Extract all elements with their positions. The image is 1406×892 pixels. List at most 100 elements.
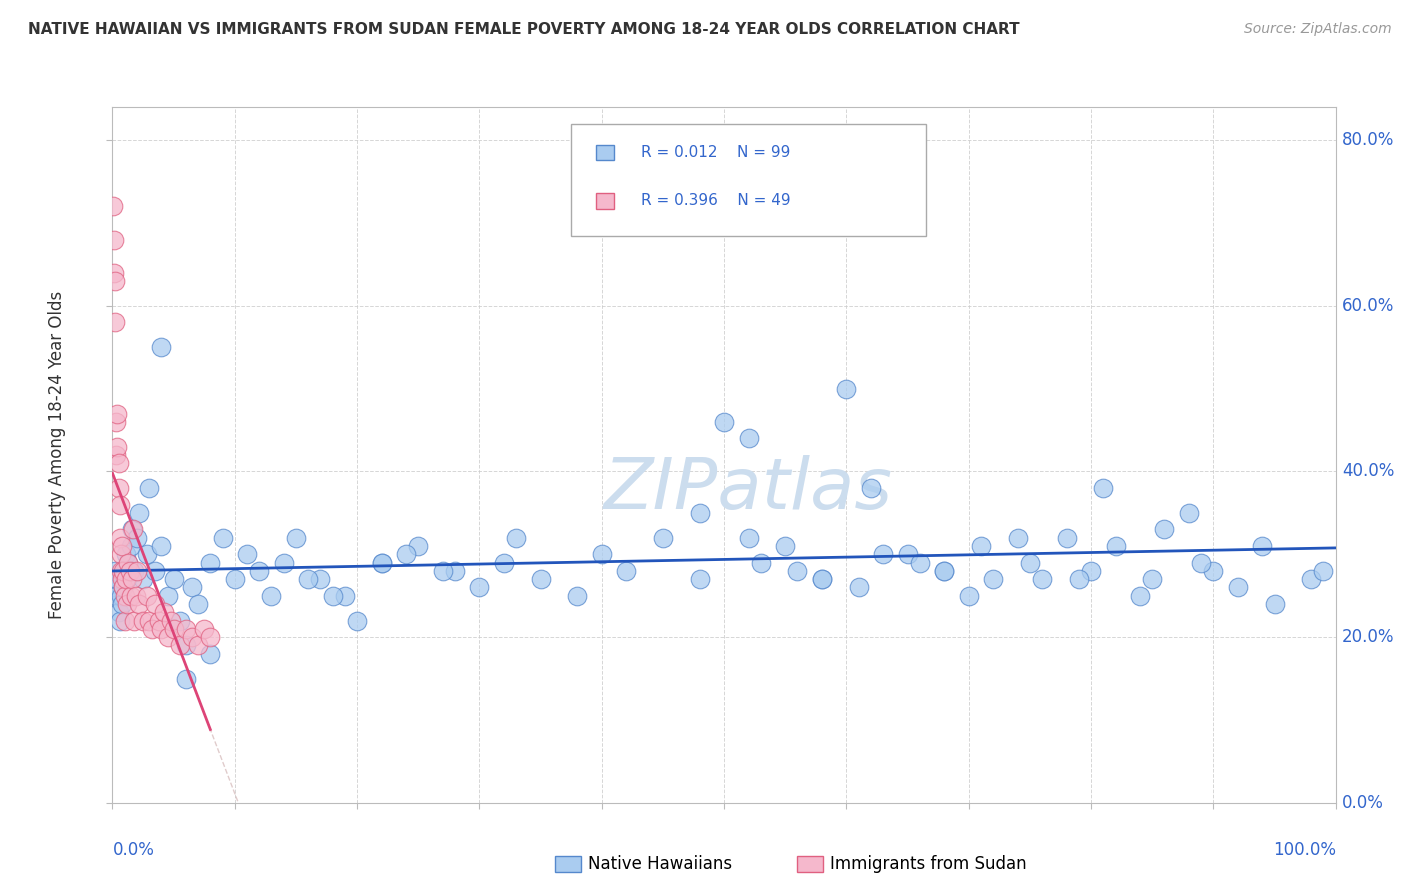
Point bbox=[835, 382, 858, 396]
Text: 60.0%: 60.0% bbox=[1341, 297, 1395, 315]
Text: Female Poverty Among 18-24 Year Olds: Female Poverty Among 18-24 Year Olds bbox=[48, 291, 66, 619]
Point bbox=[115, 572, 138, 586]
Point bbox=[125, 531, 148, 545]
Point bbox=[124, 614, 146, 628]
Point bbox=[105, 407, 128, 421]
Point bbox=[1018, 556, 1040, 570]
Point bbox=[859, 481, 882, 495]
Point bbox=[101, 199, 124, 213]
Point bbox=[181, 630, 204, 644]
Text: ZIPatlas: ZIPatlas bbox=[605, 455, 893, 524]
Text: 0.0%: 0.0% bbox=[1341, 794, 1384, 812]
Point bbox=[121, 523, 143, 537]
Point bbox=[153, 605, 176, 619]
Point bbox=[143, 564, 166, 578]
Point bbox=[1031, 572, 1053, 586]
Point bbox=[108, 498, 131, 512]
Point bbox=[737, 531, 759, 545]
Point bbox=[117, 556, 139, 570]
Point bbox=[156, 630, 179, 644]
Text: NATIVE HAWAIIAN VS IMMIGRANTS FROM SUDAN FEMALE POVERTY AMONG 18-24 YEAR OLDS CO: NATIVE HAWAIIAN VS IMMIGRANTS FROM SUDAN… bbox=[28, 22, 1019, 37]
Point bbox=[163, 622, 186, 636]
Point bbox=[108, 614, 131, 628]
Point bbox=[143, 597, 166, 611]
Point bbox=[118, 564, 141, 578]
Point bbox=[103, 266, 125, 280]
Text: Immigrants from Sudan: Immigrants from Sudan bbox=[830, 855, 1026, 873]
Point bbox=[1142, 572, 1164, 586]
Point bbox=[110, 547, 132, 561]
Point bbox=[115, 547, 138, 561]
Point bbox=[135, 589, 157, 603]
Point bbox=[111, 539, 134, 553]
FancyBboxPatch shape bbox=[596, 145, 614, 160]
Point bbox=[1104, 539, 1126, 553]
Point bbox=[105, 448, 128, 462]
Point bbox=[749, 556, 772, 570]
Point bbox=[1189, 556, 1212, 570]
Point bbox=[104, 564, 127, 578]
Point bbox=[107, 481, 129, 495]
Point bbox=[1129, 589, 1152, 603]
Point bbox=[1007, 531, 1029, 545]
Point bbox=[689, 506, 711, 520]
Point bbox=[135, 547, 157, 561]
Point bbox=[128, 597, 150, 611]
Point bbox=[614, 564, 637, 578]
Point bbox=[1301, 572, 1323, 586]
Point bbox=[169, 639, 191, 653]
Point bbox=[125, 564, 148, 578]
Point bbox=[981, 572, 1004, 586]
Point bbox=[713, 415, 735, 429]
Point bbox=[1067, 572, 1090, 586]
Point bbox=[505, 531, 527, 545]
Point bbox=[567, 589, 589, 603]
Point bbox=[105, 572, 128, 586]
Point bbox=[132, 614, 155, 628]
Point bbox=[591, 547, 613, 561]
Point bbox=[107, 456, 129, 470]
Text: 20.0%: 20.0% bbox=[1341, 628, 1395, 646]
Point bbox=[408, 539, 430, 553]
Point bbox=[200, 630, 222, 644]
Point bbox=[1153, 523, 1175, 537]
Point bbox=[150, 340, 173, 354]
Text: Source: ZipAtlas.com: Source: ZipAtlas.com bbox=[1244, 22, 1392, 37]
Point bbox=[132, 572, 155, 586]
Point bbox=[181, 581, 204, 595]
Point bbox=[122, 523, 145, 537]
Text: R = 0.396    N = 49: R = 0.396 N = 49 bbox=[641, 194, 790, 209]
Point bbox=[114, 589, 136, 603]
Point bbox=[1080, 564, 1102, 578]
Point bbox=[775, 539, 797, 553]
Point bbox=[128, 506, 150, 520]
Point bbox=[112, 581, 135, 595]
Point bbox=[103, 233, 125, 247]
Point bbox=[284, 531, 308, 545]
Point bbox=[187, 597, 209, 611]
Point bbox=[150, 539, 173, 553]
Point bbox=[346, 614, 368, 628]
Point bbox=[236, 547, 259, 561]
Point bbox=[125, 589, 148, 603]
Point bbox=[108, 531, 131, 545]
Point bbox=[848, 581, 870, 595]
Point bbox=[1226, 581, 1249, 595]
Point bbox=[370, 556, 392, 570]
Point bbox=[273, 556, 295, 570]
Point bbox=[193, 622, 215, 636]
Point bbox=[111, 572, 134, 586]
Point bbox=[529, 572, 551, 586]
Point bbox=[174, 672, 197, 686]
Point bbox=[114, 564, 136, 578]
Point bbox=[150, 622, 173, 636]
Point bbox=[110, 564, 132, 578]
Point bbox=[174, 639, 197, 653]
Text: 80.0%: 80.0% bbox=[1341, 131, 1395, 149]
Point bbox=[120, 539, 142, 553]
Point bbox=[689, 572, 711, 586]
Point bbox=[115, 572, 138, 586]
Point bbox=[786, 564, 808, 578]
Point bbox=[138, 614, 160, 628]
Point bbox=[811, 572, 834, 586]
